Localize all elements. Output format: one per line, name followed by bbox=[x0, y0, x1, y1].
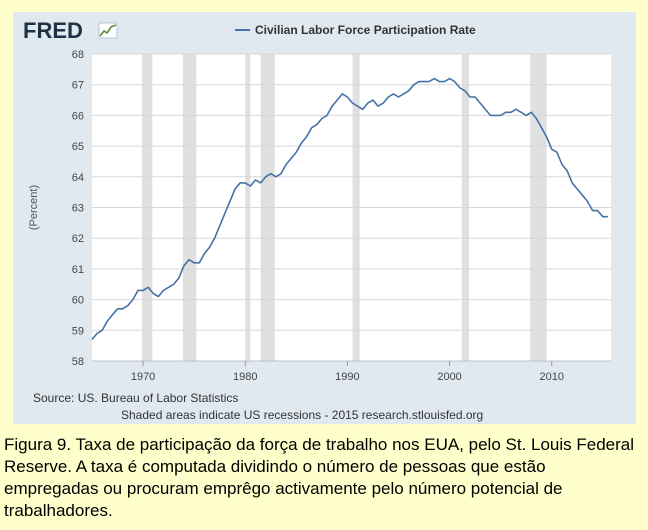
line-chart: FRED Civilian Labor Force Participation … bbox=[23, 18, 611, 422]
legend: Civilian Labor Force Participation Rate bbox=[235, 23, 476, 37]
x-tick-label: 1970 bbox=[131, 371, 155, 383]
recession-footnote: Shaded areas indicate US recessions - 20… bbox=[121, 408, 483, 422]
chart-panel: FRED Civilian Labor Force Participation … bbox=[13, 12, 636, 424]
y-tick-label: 68 bbox=[72, 49, 84, 61]
x-tick-label: 1990 bbox=[335, 371, 359, 383]
fred-logo: FRED bbox=[23, 18, 83, 43]
y-tick-label: 59 bbox=[72, 325, 84, 337]
figure-caption: Figura 9. Taxa de participação da força … bbox=[4, 435, 635, 520]
y-tick-label: 60 bbox=[72, 295, 84, 307]
y-tick-label: 62 bbox=[72, 233, 84, 245]
y-tick-label: 63 bbox=[72, 203, 84, 215]
y-tick-label: 61 bbox=[72, 264, 84, 276]
x-tick-label: 2010 bbox=[540, 371, 564, 383]
series-line bbox=[91, 77, 608, 341]
y-tick-label: 66 bbox=[72, 110, 84, 122]
x-axis: 1970 1980 1990 2000 2010 bbox=[92, 360, 611, 383]
legend-label: Civilian Labor Force Participation Rate bbox=[255, 23, 476, 37]
y-axis-label: (Percent) bbox=[28, 185, 40, 230]
x-tick-label: 1980 bbox=[233, 371, 257, 383]
y-tick-label: 67 bbox=[72, 80, 84, 92]
y-tick-label: 58 bbox=[72, 356, 84, 368]
source-note: Source: US. Bureau of Labor Statistics bbox=[33, 391, 238, 405]
y-tick-label: 65 bbox=[72, 141, 84, 153]
fred-logo-chart-icon bbox=[98, 22, 118, 39]
x-tick-label: 2000 bbox=[437, 371, 461, 383]
y-tick-label: 64 bbox=[72, 172, 84, 184]
y-axis: 58 59 60 61 62 63 64 65 66 67 68 bbox=[72, 49, 84, 368]
